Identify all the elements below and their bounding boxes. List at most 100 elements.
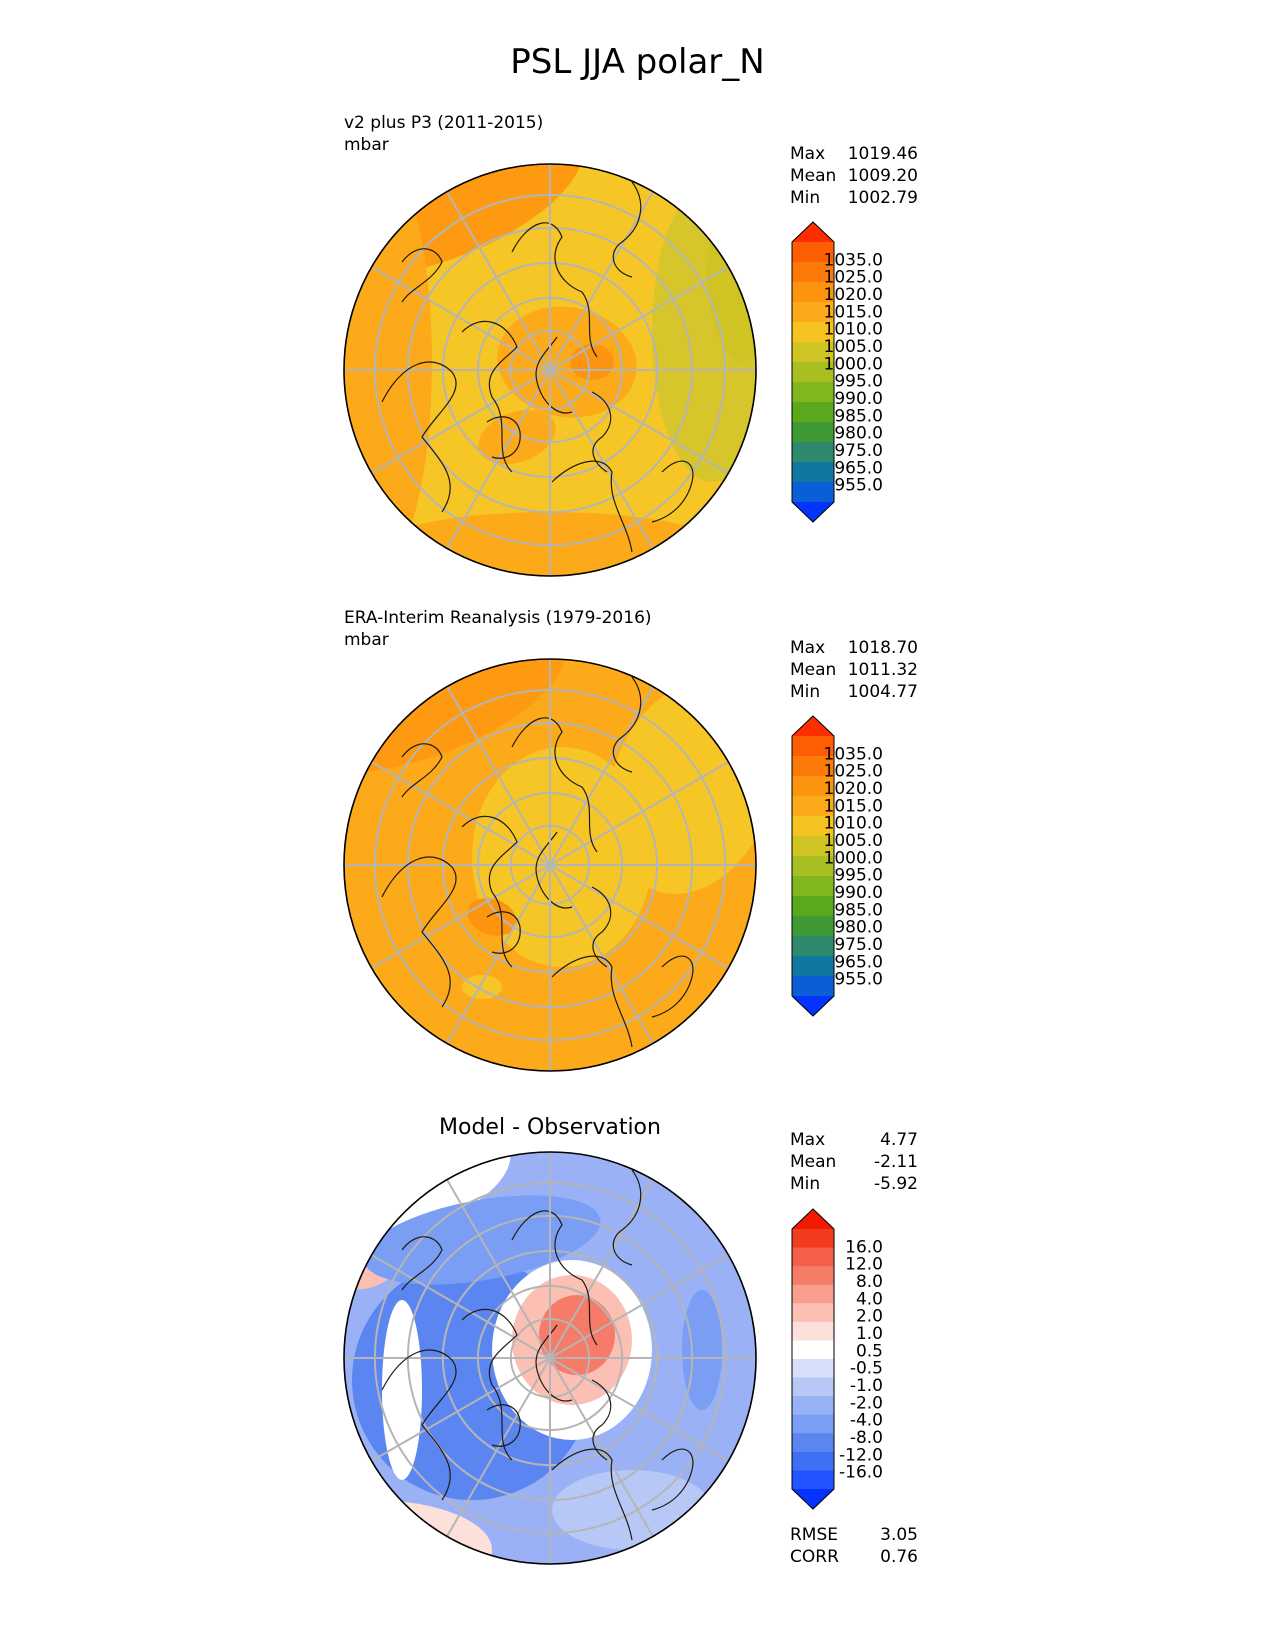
colorbar-outline [791,1208,835,1510]
colorbar-band [792,1303,834,1323]
colorbar-min-arrow [792,502,834,522]
colorbar-min-arrow [792,1489,834,1509]
colorbar-tick-label: -4.0 [850,1411,883,1431]
stat-value: 3.05 [880,1525,918,1545]
colorbar-band [792,1359,834,1379]
colorbar-band [792,916,834,937]
coastlines [381,181,694,553]
colorbar-outline [791,715,835,1017]
stat-key: Max [790,638,826,658]
stat-value: -5.92 [874,1174,918,1194]
colorbar-tick-label: 995.0 [834,372,883,392]
colorbar-outline [791,221,835,523]
colorbar-tick-label: 975.0 [834,935,883,955]
stat-value: 1011.32 [847,660,918,680]
panel1-colorbar: 1035.01025.01020.01015.01010.01005.01000… [791,221,883,523]
colorbar-tick-label: 1005.0 [824,337,883,357]
colorbar-band [792,1321,834,1341]
colorbar-band [792,836,834,857]
colorbar-tick-label: 990.0 [834,389,883,409]
stat-key: Mean [790,1152,837,1172]
stat-value: 0.76 [880,1547,918,1567]
colorbar-tick-label: 1015.0 [824,796,883,816]
panel1-polar-map [343,163,757,577]
colorbar-tick-label: 1020.0 [824,285,883,305]
panel2-stats: Max 1018.70 Mean 1011.32 Min 1004.77 [790,637,918,703]
stat-key: Max [790,1130,826,1150]
colorbar-band [792,302,834,323]
panel2-units: mbar [344,630,389,650]
colorbar-band [792,482,834,503]
colorbar-band [792,342,834,363]
stat-key: Min [790,188,821,208]
colorbar-max-arrow [792,222,834,242]
stat-value: 1018.70 [847,638,918,658]
colorbar-tick-label: 1.0 [856,1324,883,1344]
colorbar-band [792,442,834,463]
panel1-stats: Max 1019.46 Mean 1009.20 Min 1002.79 [790,143,918,209]
colorbar-band [792,796,834,817]
colorbar-tick-label: 1000.0 [824,354,883,374]
panel3-stats: Max 4.77 Mean -2.11 Min -5.92 [790,1129,918,1195]
colorbar-tick-label: 965.0 [834,458,883,478]
colorbar-band [792,756,834,777]
colorbar-max-arrow [792,1209,834,1229]
colorbar-tick-label: 1035.0 [824,744,883,764]
colorbar-band [792,1247,834,1267]
stat-key: CORR [790,1547,839,1567]
colorbar-band [792,1266,834,1286]
colorbar-tick-label: -1.0 [850,1376,883,1396]
colorbar-tick-label: 995.0 [834,866,883,886]
colorbar-band [792,282,834,303]
colorbar-tick-label: 965.0 [834,952,883,972]
colorbar-tick-label: 1025.0 [824,268,883,288]
panel3-polar-map [343,1151,757,1565]
stat-key: RMSE [790,1525,839,1545]
colorbar-tick-label: 985.0 [834,406,883,426]
colorbar-band [792,776,834,797]
colorbar-tick-label: 1005.0 [824,831,883,851]
colorbar-band [792,1414,834,1434]
colorbar-tick-label: -16.0 [839,1463,883,1483]
colorbar-tick-label: 1035.0 [824,250,883,270]
colorbar-band [792,1451,834,1471]
panel1-dataset: v2 plus P3 (2011-2015) [344,113,544,133]
colorbar-tick-label: 1010.0 [824,320,883,340]
coastlines [381,1169,694,1541]
stat-value: -2.11 [874,1152,918,1172]
colorbar-band [792,242,834,263]
colorbar-tick-label: 975.0 [834,441,883,461]
panel2-label: ERA-Interim Reanalysis (1979-2016) mbar [344,607,652,651]
stat-key: Mean [790,166,837,186]
colorbar-band [792,736,834,757]
colorbar-band [792,976,834,997]
colorbar-tick-label: 980.0 [834,918,883,938]
panel2-dataset: ERA-Interim Reanalysis (1979-2016) [344,608,652,628]
colorbar-band [792,896,834,917]
colorbar-tick-label: 1015.0 [824,302,883,322]
stat-key: Max [790,144,826,164]
colorbar-band [792,422,834,443]
panel1-label: v2 plus P3 (2011-2015) mbar [344,112,543,156]
colorbar-band [792,1229,834,1249]
colorbar-band [792,402,834,423]
colorbar-band [792,1377,834,1397]
colorbar-band [792,262,834,283]
colorbar-band [792,1433,834,1453]
colorbar-tick-label: 955.0 [834,970,883,990]
colorbar-tick-label: 2.0 [856,1307,883,1327]
coastlines [381,676,694,1048]
map-boundary [343,658,757,1072]
colorbar-tick-label: 1000.0 [824,848,883,868]
colorbar-band [792,462,834,483]
map-boundary [343,163,757,577]
colorbar-tick-label: 0.5 [856,1341,883,1361]
map-boundary [343,1151,757,1565]
colorbar-tick-label: 1020.0 [824,779,883,799]
colorbar-band [792,382,834,403]
panel2-colorbar: 1035.01025.01020.01015.01010.01005.01000… [791,715,883,1017]
panel3-colorbar: 16.012.08.04.02.01.00.5-0.5-1.0-2.0-4.0-… [791,1208,883,1510]
stat-key: Min [790,682,821,702]
colorbar-band [792,1284,834,1304]
colorbar-tick-label: 955.0 [834,476,883,496]
